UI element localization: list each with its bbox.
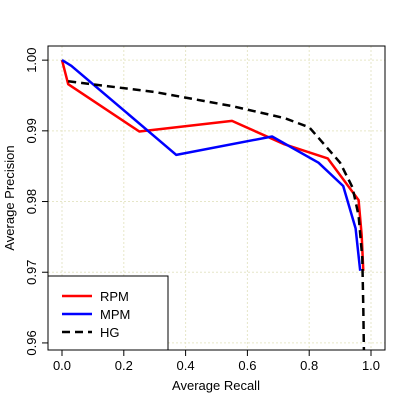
x-tick-label: 0.2	[115, 358, 133, 373]
x-axis-title: Average Recall	[172, 378, 260, 393]
x-axis: 0.0 0.2 0.4 0.6 0.8 1.0	[53, 350, 380, 373]
x-tick-label: 0.8	[300, 358, 318, 373]
x-tick-label: 0.6	[238, 358, 256, 373]
legend-label-mpm: MPM	[100, 307, 130, 322]
y-axis: 0.96 0.97 0.98 0.99 1.00	[24, 47, 48, 356]
y-tick-label: 0.99	[24, 118, 39, 143]
x-tick-label: 0.0	[53, 358, 71, 373]
plot-frame	[47, 45, 386, 351]
series-line-hg	[68, 80, 366, 351]
y-tick-label: 1.00	[24, 47, 39, 72]
series-line-mpm	[61, 59, 362, 271]
y-tick-label: 0.98	[24, 189, 39, 214]
x-tick-label: 0.4	[177, 358, 195, 373]
y-axis-title: Average Precision	[2, 145, 17, 250]
legend: RPM MPM HG	[47, 275, 169, 351]
legend-label-rpm: RPM	[100, 289, 129, 304]
series-layer	[60, 59, 366, 351]
series-line-rpm	[60, 59, 365, 271]
x-tick-label: 1.0	[362, 358, 380, 373]
legend-label-hg: HG	[100, 325, 120, 340]
y-tick-label: 0.96	[24, 330, 39, 355]
y-tick-label: 0.97	[24, 260, 39, 285]
